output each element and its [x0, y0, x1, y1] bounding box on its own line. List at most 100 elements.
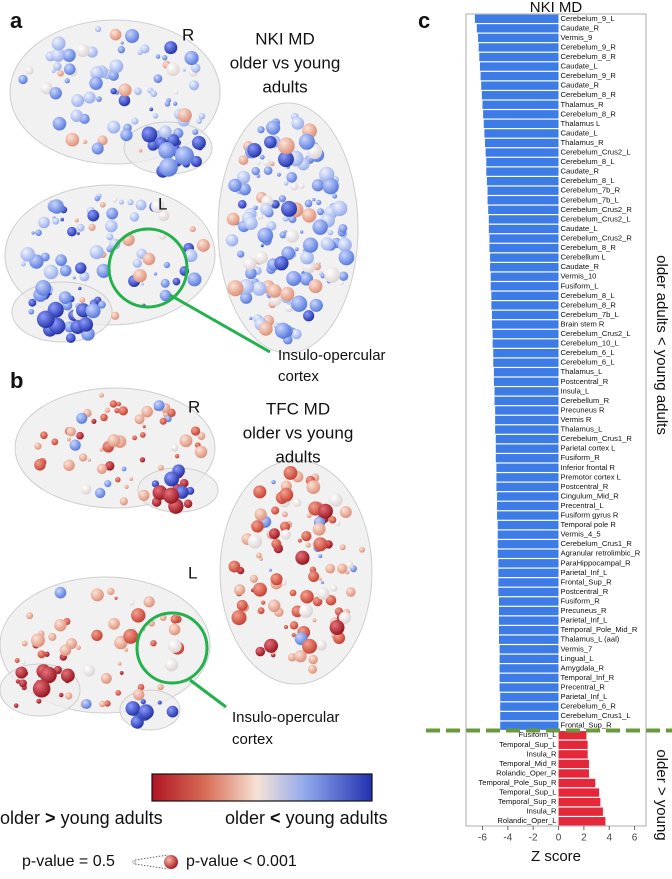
node-sphere: [257, 607, 265, 615]
node-sphere: [119, 671, 124, 675]
node-sphere: [135, 199, 147, 211]
node-sphere: [283, 624, 289, 630]
node-sphere: [25, 66, 34, 75]
bar: [492, 339, 559, 348]
node-sphere: [119, 497, 128, 506]
node-sphere: [172, 277, 181, 286]
colorbar-label: older > young adults: [0, 808, 163, 828]
node-sphere: [283, 466, 298, 480]
node-sphere: [81, 698, 92, 710]
node-sphere: [28, 298, 37, 307]
node-sphere: [292, 498, 302, 508]
node-sphere: [40, 431, 48, 440]
node-sphere: [302, 638, 317, 654]
node-sphere: [271, 506, 280, 515]
node-sphere: [306, 480, 321, 495]
node-sphere: [164, 101, 171, 107]
node-sphere: [63, 459, 75, 471]
bar: [558, 731, 587, 740]
node-sphere: [163, 487, 180, 504]
bar-label: Cingulum_Mid_R: [561, 491, 620, 500]
node-sphere: [258, 321, 273, 336]
node-sphere: [79, 297, 86, 303]
bar: [487, 196, 559, 205]
node-sphere: [55, 254, 67, 266]
node-sphere: [253, 205, 258, 211]
node-sphere: [120, 41, 124, 45]
node-sphere: [116, 401, 122, 407]
bar-label: Vermis_10: [561, 272, 597, 281]
node-sphere: [35, 280, 52, 296]
bar-label: Cerebelum_9_R: [561, 42, 617, 51]
colorbar-label-sign: <: [270, 808, 281, 828]
node-sphere: [179, 434, 193, 448]
side-label: older adults < young adults: [653, 255, 670, 435]
node-sphere: [338, 271, 349, 281]
bar-label: Amygdala_R: [561, 663, 605, 672]
node-sphere: [26, 612, 34, 620]
bar: [497, 511, 559, 520]
hemisphere-label: R: [188, 397, 200, 416]
node-sphere: [257, 213, 264, 220]
node-sphere: [109, 238, 121, 250]
node-sphere: [67, 226, 77, 237]
bar: [497, 520, 559, 530]
node-sphere: [52, 217, 60, 225]
node-sphere: [190, 155, 202, 168]
node-sphere: [339, 506, 352, 518]
hemisphere-label: L: [158, 194, 167, 213]
node-sphere: [298, 603, 313, 618]
node-sphere: [79, 271, 90, 282]
bar: [490, 253, 559, 262]
node-sphere: [120, 128, 133, 142]
node-sphere: [44, 651, 50, 657]
bar: [499, 645, 559, 654]
node-sphere: [167, 638, 182, 653]
node-sphere: [143, 596, 155, 608]
bar: [488, 224, 559, 234]
node-sphere: [174, 453, 180, 459]
bar-label: Frontal_Sup_R: [561, 577, 613, 586]
x-tick-label: -4: [503, 833, 512, 844]
node-sphere: [40, 82, 53, 95]
bar: [500, 702, 559, 711]
node-sphere: [76, 232, 80, 236]
bar-chart: NKI MDCerebelum_9_LCaudate_RVermis_9Cere…: [426, 0, 672, 865]
node-sphere: [153, 272, 158, 276]
node-sphere: [252, 281, 267, 296]
bar-label: Premotor cortex L: [561, 472, 621, 481]
node-sphere: [76, 645, 81, 651]
bar-label: Cerebelum_Crus1_R: [561, 434, 633, 443]
node-sphere: [269, 161, 275, 167]
node-sphere: [52, 116, 67, 131]
node-sphere: [129, 477, 134, 481]
node-sphere: [336, 563, 348, 574]
node-sphere: [260, 244, 264, 248]
bar-label: Fusiform_R: [561, 453, 601, 462]
node-sphere: [194, 445, 208, 459]
node-sphere: [105, 461, 115, 471]
panel-title: TFC MD: [266, 399, 330, 418]
node-sphere: [317, 208, 324, 216]
node-sphere: [345, 587, 356, 597]
bar-label: Frontal_Sup_R: [561, 721, 613, 730]
x-tick-label: -2: [529, 833, 538, 844]
node-sphere: [96, 463, 108, 474]
node-sphere: [137, 683, 145, 691]
node-sphere: [85, 303, 101, 319]
bar-label: Cerebelum_8_L: [561, 157, 615, 166]
node-sphere: [286, 172, 297, 183]
node-sphere: [279, 521, 291, 532]
node-sphere: [306, 513, 312, 519]
bar: [495, 406, 559, 415]
node-sphere: [276, 172, 281, 177]
node-sphere: [107, 434, 121, 448]
bar: [497, 549, 559, 558]
node-sphere: [155, 54, 161, 59]
bar-label: Caudate_L: [561, 62, 598, 71]
bar-label: Cerebelum_8_R: [561, 109, 617, 118]
node-sphere: [257, 227, 274, 244]
bar-label: Parietal_Inf_L: [561, 692, 608, 701]
node-sphere: [236, 599, 248, 611]
bar: [487, 186, 559, 195]
